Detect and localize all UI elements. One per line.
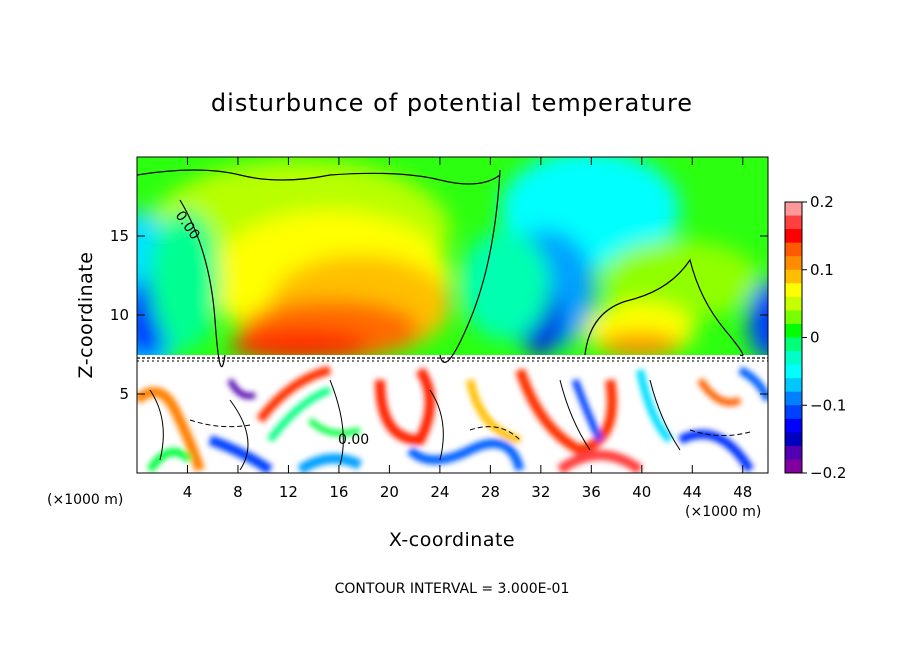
colorbar-swatch (785, 310, 802, 325)
chart-title: disturbunce of potential temperature (211, 89, 693, 117)
colorbar-swatch (785, 229, 802, 244)
x-tick-label: 12 (279, 483, 298, 501)
colorbar-tick-label: 0.1 (810, 261, 834, 279)
colorbar-swatch (785, 418, 802, 433)
colorbar-swatch (785, 269, 802, 284)
colorbar-swatch (785, 351, 802, 366)
colorbar-swatch (785, 202, 802, 217)
x-tick-label: 16 (329, 483, 348, 501)
colorbar-swatch (785, 296, 802, 311)
x-tick-label: 48 (733, 483, 752, 501)
x-unit-left: (×1000 m) (47, 492, 123, 508)
colorbar-swatch (785, 215, 802, 230)
x-axis: 4 8 12 16 20 24 28 32 36 40 44 48 (183, 157, 752, 501)
x-tick-label: 40 (632, 483, 651, 501)
y-axis: 5 10 15 (110, 227, 768, 403)
y-tick-label: 10 (110, 306, 129, 324)
x-tick-label: 4 (183, 483, 193, 501)
colorbar-swatch (785, 337, 802, 352)
colorbar-swatch (785, 323, 802, 338)
x-axis-label: X-coordinate (389, 529, 515, 551)
colorbar: 0.2 0.1 0 −0.1 −0.2 (784, 193, 846, 482)
x-tick-label: 44 (683, 483, 702, 501)
x-tick-label: 20 (380, 483, 399, 501)
y-axis-label: Z-coordinate (75, 252, 97, 379)
colorbar-swatch (785, 459, 802, 474)
x-tick-label: 8 (233, 483, 243, 501)
colorbar-swatch (785, 256, 802, 271)
plot-area (137, 157, 768, 473)
colorbar-swatch (785, 364, 802, 379)
colorbar-swatch (785, 242, 802, 257)
contour-interval-note: CONTOUR INTERVAL = 3.000E-01 (335, 581, 570, 597)
contour-label: 0.00 (338, 432, 369, 448)
x-tick-label: 36 (582, 483, 601, 501)
y-tick-label: 15 (110, 227, 129, 245)
colorbar-tick-label: 0.2 (810, 193, 834, 211)
colorbar-tick-label: 0 (810, 329, 820, 347)
y-tick-label: 5 (119, 385, 129, 403)
colorbar-swatch (785, 283, 802, 298)
x-tick-label: 24 (430, 483, 449, 501)
colorbar-swatch (785, 445, 802, 460)
colorbar-tick-label: −0.1 (810, 396, 846, 414)
x-unit-right: (×1000 m) (685, 504, 761, 520)
colorbar-swatch (785, 391, 802, 406)
x-tick-label: 28 (481, 483, 500, 501)
colorbar-swatch (785, 378, 802, 393)
colorbar-swatch (785, 432, 802, 447)
colorbar-tick-label: −0.2 (810, 464, 846, 482)
colorbar-swatch (785, 405, 802, 420)
x-tick-label: 32 (531, 483, 550, 501)
